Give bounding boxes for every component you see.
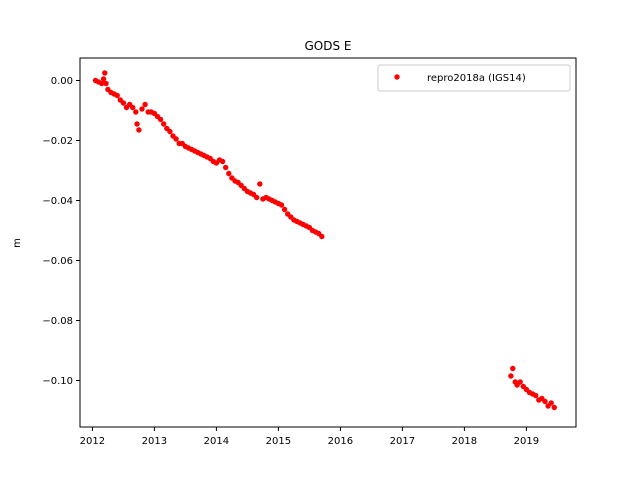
data-point	[136, 127, 142, 133]
data-point	[161, 121, 167, 127]
data-point	[100, 76, 107, 82]
x-tick-label: 2015	[266, 436, 291, 447]
data-point	[133, 109, 139, 115]
data-point	[508, 373, 514, 379]
data-point	[130, 104, 136, 111]
x-tick-label: 2014	[204, 436, 229, 447]
data-point	[517, 379, 523, 385]
chart-title: GODS E	[305, 39, 352, 53]
legend-box	[377, 64, 571, 92]
x-tick-label: 2017	[390, 436, 415, 447]
data-point	[548, 400, 554, 406]
x-tick-label: 2013	[142, 436, 167, 447]
data-point	[510, 365, 516, 372]
data-point	[103, 80, 109, 87]
x-tick-label: 2016	[328, 436, 353, 447]
data-point	[139, 106, 145, 112]
data-point	[134, 121, 140, 127]
legend-label: repro2018a (IGS14)	[427, 73, 526, 84]
data-point	[533, 392, 539, 399]
legend-marker	[394, 74, 400, 80]
data-point	[542, 398, 548, 405]
y-tick-label: −0.10	[42, 376, 73, 387]
data-point	[157, 116, 164, 123]
data-point	[254, 194, 260, 201]
data-point	[120, 100, 127, 106]
data-point	[219, 158, 226, 165]
data-point	[142, 101, 148, 108]
y-axis: 0.00 −0.02 −0.04 −0.06 −0.08 −0.10	[42, 76, 80, 387]
y-tick-label: −0.08	[42, 316, 73, 327]
data-point	[173, 136, 179, 142]
data-point	[551, 404, 557, 411]
y-tick-label: 0.00	[51, 76, 73, 87]
plot-frame	[79, 57, 577, 428]
y-tick-label: −0.02	[42, 136, 73, 147]
data-point	[99, 80, 105, 87]
y-tick-label: −0.04	[42, 196, 73, 207]
y-tick-label: −0.06	[42, 256, 73, 267]
data-point	[226, 170, 232, 177]
x-tick-label: 2019	[514, 436, 539, 447]
legend: repro2018a (IGS14)	[377, 64, 571, 92]
x-tick-label: 2018	[452, 436, 477, 447]
x-axis: 2012 2013 2014 2015 2016 2017 2018 2019	[80, 427, 539, 447]
data-point	[102, 70, 108, 76]
data-point	[278, 202, 285, 208]
y-axis-label: m	[12, 238, 23, 248]
x-tick-label: 2012	[80, 436, 105, 447]
data-point	[167, 128, 173, 135]
data-point	[257, 181, 263, 187]
data-point	[319, 233, 325, 240]
data-point	[281, 206, 288, 213]
data-point	[223, 164, 229, 171]
data-point	[114, 92, 120, 99]
scatter-points	[92, 70, 557, 411]
